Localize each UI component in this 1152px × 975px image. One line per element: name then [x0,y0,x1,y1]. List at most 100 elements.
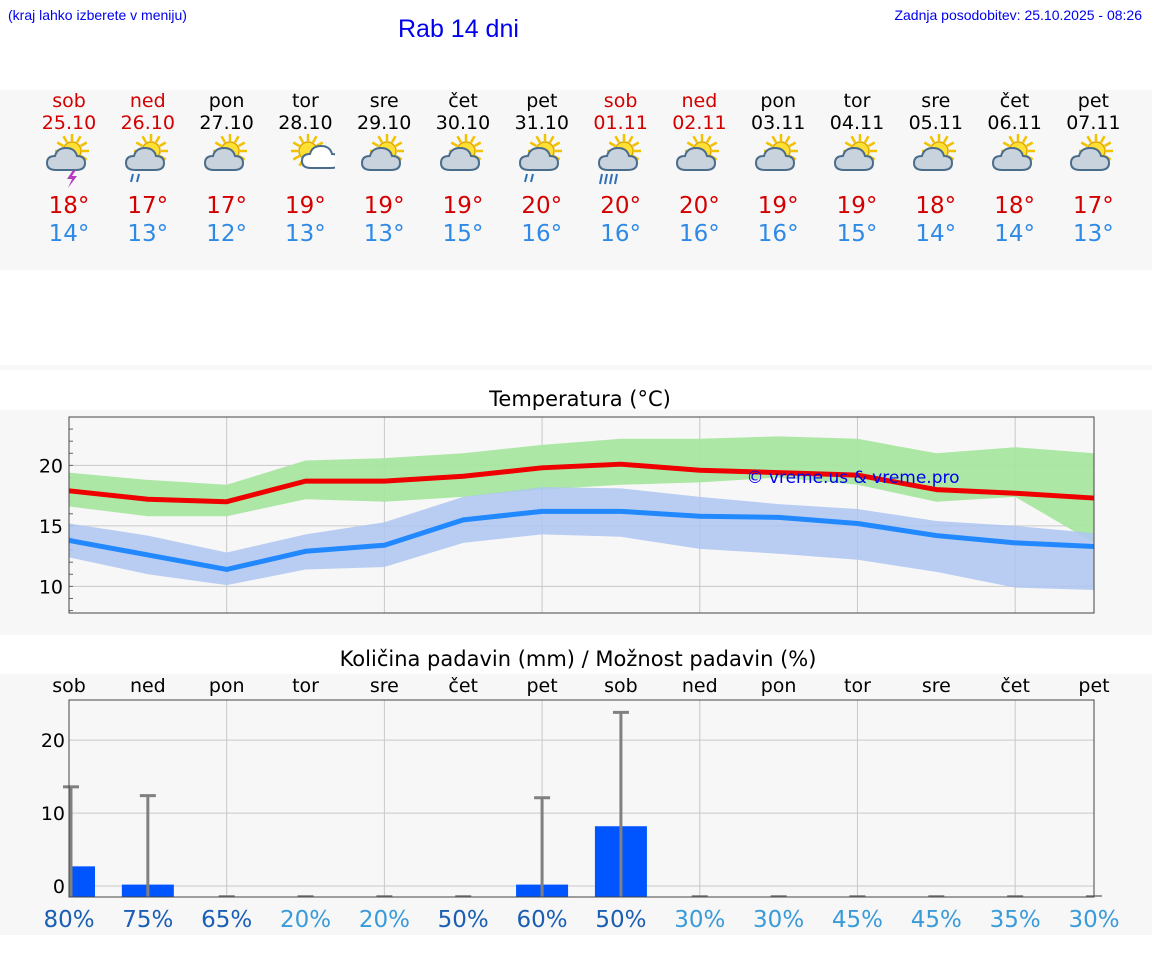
min-temp: 13° [285,221,326,247]
precip-probability: 20% [359,907,410,933]
day-column: tor 04.11 19° 15° [817,90,897,248]
temperature-chart: 10 15 20 © vreme.us & vreme.pro [39,416,1095,614]
day-column: ned 26.10 17° 13° [108,90,188,248]
day-column: sre 29.10 19° 13° [344,90,424,248]
day-name: sob [603,90,638,112]
plot-frame [68,699,1095,898]
day-column: čet 06.11 18° 14° [975,90,1055,248]
day-column: tor 28.10 19° 13° [265,90,345,248]
precip-probability: 60% [517,907,568,933]
daily-forecast-strip: sob 25.10 18° 14° ned 26.10 17° 13° pon 27.10 17° 1… [0,90,1152,270]
day-column: sob 01.11 20° 16° [581,90,661,248]
min-temp: 13° [127,221,169,247]
day-date: 05.11 [908,112,963,134]
precip-probability: 30% [674,907,725,933]
plot-frame [68,416,1095,614]
day-column: pon 03.11 19° 16° [738,90,818,248]
day-date: 27.10 [199,112,254,134]
day-name: pon [760,90,797,112]
day-date: 06.11 [987,112,1042,134]
x-tick-label: sre [922,675,951,697]
max-temp-line [68,461,1095,505]
max-temp: 20° [521,193,563,219]
day-name: sre [921,90,951,112]
x-tick-label: sob [52,675,86,697]
sun-cloud-icon [985,134,1045,190]
day-date: 31.10 [514,112,569,134]
min-temp: 16° [600,221,641,247]
sun-cloud-icon [906,134,966,190]
sun-cloud-thunder-icon [39,134,99,190]
y-tick-label: 15 [39,516,63,538]
x-tick-label: ned [130,675,166,697]
precipitation-chart-panel: sob ned pon tor sre čet pet sob ned pon tor sre čet p… [0,674,1152,935]
day-date: 02.11 [672,112,727,134]
day-name: sob [52,90,86,112]
plot-area [69,700,1094,897]
sun-cloud-icon [354,134,414,190]
divider [0,365,1152,370]
precip-probability: 30% [1068,907,1119,933]
x-tick-label: tor [844,675,871,697]
day-name: pet [1077,90,1109,112]
x-tick-label: tor [292,675,319,697]
location-menu-hint[interactable]: (kraj lahko izberete v meniju) [8,7,187,23]
sun-cloud-icon [669,134,729,190]
day-column: sre 05.11 18° 14° [896,90,976,248]
y-tick-label: 0 [53,876,65,898]
sun-cloud-heavy-rain-icon [591,134,651,190]
day-name: čet [999,90,1030,112]
day-column: pon 27.10 17° 12° [187,90,267,248]
day-name: pon [208,90,245,112]
precip-probability: 20% [280,907,331,933]
x-tick-label: pon [761,675,797,697]
sun-cloud-light-rain-icon [512,134,572,190]
day-name: ned [129,90,166,112]
precip-probability: 50% [595,907,646,933]
day-date: 07.11 [1066,112,1121,134]
min-temp: 13° [363,221,405,247]
day-name: pet [526,90,558,112]
day-column: ned 02.11 20° 16° [659,90,739,248]
x-tick-label: sre [370,675,399,697]
precipitation-chart: sob ned pon tor sre čet pet sob ned pon tor sre čet p… [41,675,1120,933]
min-temp: 14° [915,221,957,247]
precipitation-chart-title: Količina padavin (mm) / Možnost padavin … [339,647,817,671]
sun-cloud-light-rain-icon [118,134,178,190]
day-date: 04.11 [829,112,885,134]
min-temp: 16° [521,221,563,247]
last-updated: Zadnja posodobitev: 25.10.2025 - 08:26 [894,7,1142,23]
x-tick-label: ned [682,675,718,697]
sun-white-cloud-icon [275,134,342,190]
max-temp: 18° [994,193,1035,219]
temperature-chart-panel: 10 15 20 © vreme.us & vreme.pro [0,410,1152,635]
day-date: 28.10 [278,112,333,134]
watermark: © vreme.us & vreme.pro [746,468,959,488]
precip-probability: 80% [43,907,94,933]
max-temp: 17° [206,193,247,219]
sun-cloud-icon [197,134,257,190]
max-temp: 19° [285,193,326,219]
day-date: 30.10 [435,112,491,134]
max-temp: 19° [442,193,484,219]
day-column: sob 25.10 18° 14° [29,90,109,248]
day-column: čet 30.10 19° 15° [423,90,503,248]
precip-probability: 65% [201,907,252,933]
max-temp: 18° [915,193,957,219]
day-date: 01.11 [593,112,648,134]
sun-cloud-icon [433,134,493,190]
day-date: 26.10 [120,112,175,134]
min-temp: 15° [442,221,484,247]
day-name: čet [448,90,478,112]
max-temp: 19° [836,193,878,219]
max-temp: 20° [679,193,720,219]
min-temp: 14° [48,221,90,247]
day-date: 03.11 [750,112,806,134]
sun-cloud-icon [748,134,808,190]
max-temp: 19° [757,193,799,219]
precip-probability: 45% [832,907,883,933]
day-date: 25.10 [41,112,97,134]
temperature-chart-title: Temperatura (°C) [489,387,671,411]
min-temp: 14° [994,221,1035,247]
precip-probability: 75% [122,907,173,933]
